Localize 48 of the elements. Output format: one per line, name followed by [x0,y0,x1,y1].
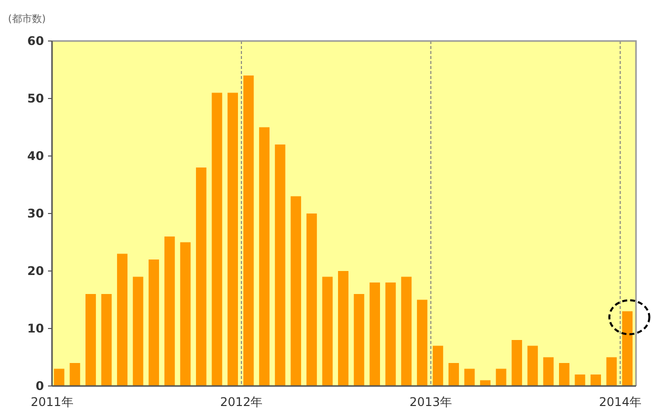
bar [117,254,128,386]
bar [196,168,206,386]
bar [590,374,601,386]
bar [543,357,554,386]
y-tick-label: 40 [27,149,44,163]
bar [354,294,364,386]
bar [338,271,348,386]
bar [464,368,475,386]
y-axis-title: (都市数) [8,13,46,25]
bar [243,76,254,386]
bar [622,311,633,386]
bar [432,346,444,386]
x-tick-label: 2012年 [220,395,263,409]
bar [101,294,112,386]
y-tick-label: 60 [27,34,44,48]
x-tick-label: 2013年 [410,395,452,409]
bar [290,196,302,386]
bar [212,92,222,386]
bar [370,282,380,386]
bar [416,300,428,386]
bar [306,214,317,386]
x-tick-label: 2014年 [598,395,642,409]
bar [54,368,64,386]
y-tick-label: 30 [27,206,44,220]
bar [70,363,80,386]
y-tick-label: 0 [36,379,44,393]
x-tick-label: 2011年 [30,395,74,409]
bar [164,236,175,386]
bar [496,368,506,386]
bar [527,346,538,386]
bar [401,276,412,386]
bar [322,276,333,386]
y-tick-label: 20 [27,264,44,278]
bar [148,260,160,386]
bar [228,92,238,386]
y-tick-label: 50 [27,92,44,106]
bar [448,363,459,386]
bar [274,144,286,386]
bar [180,242,191,386]
bar [385,282,396,386]
bar [512,340,522,386]
bar [574,374,586,386]
y-tick-label: 10 [27,322,44,336]
bar [85,294,96,386]
bar [259,127,270,386]
bar [559,363,570,386]
bar [132,276,144,386]
bar [606,357,617,386]
